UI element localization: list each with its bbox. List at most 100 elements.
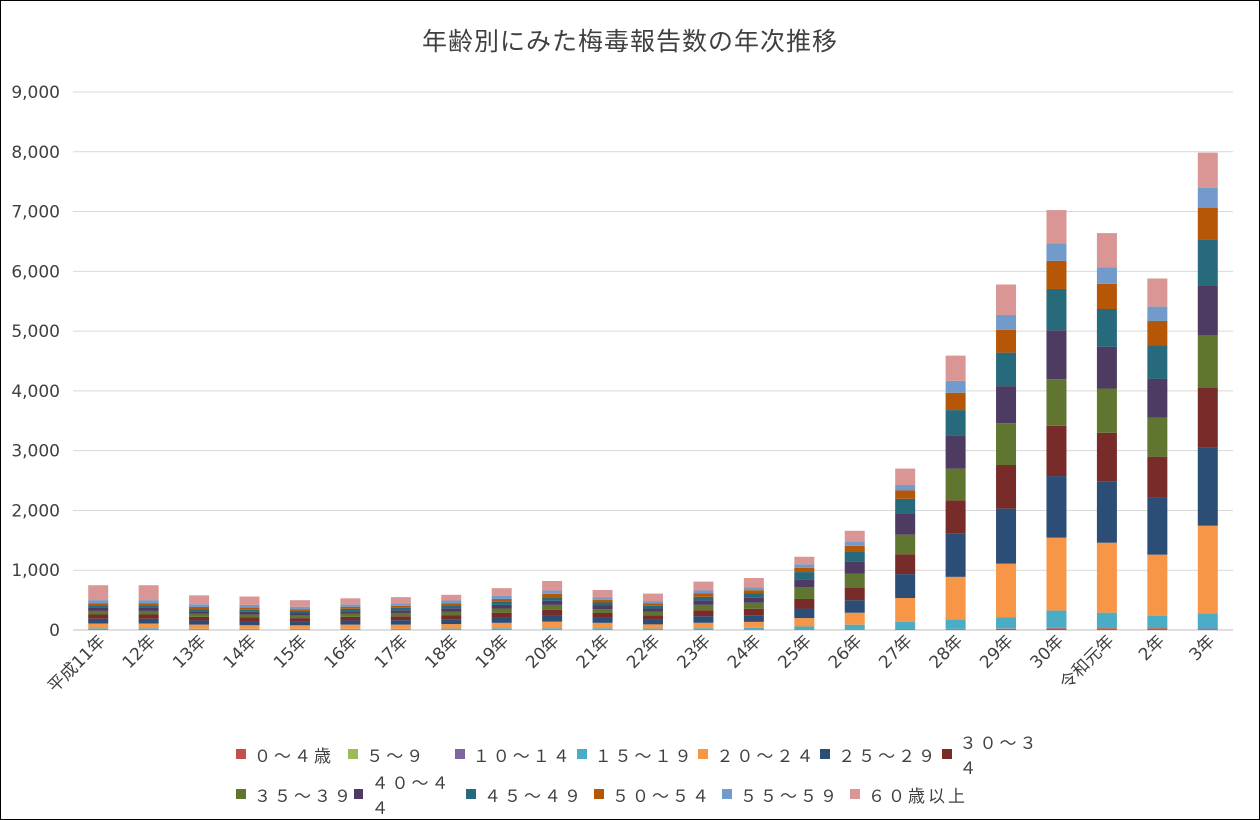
bar-segment [743,627,764,630]
bar-segment [189,611,210,614]
y-tick-label: 2,000 [11,501,60,521]
gridlines [73,91,1233,631]
bar-segment [794,618,815,627]
bar-segment [592,589,613,598]
bar-segment [138,628,159,630]
legend-label: ３５～３９ [254,786,354,807]
bar-segment [895,513,916,535]
bar-segment [390,616,411,621]
bar-segment [844,530,865,542]
legend-label: ４５～４９ [484,786,584,807]
bar-segment [592,597,613,600]
bar-segment [542,604,563,610]
bar-segment [693,593,714,597]
bar-segment [340,598,361,605]
bar-segment [592,612,613,618]
x-tick-label: 20年 [522,631,563,672]
bar-segment [542,597,563,601]
bar-segment [844,573,865,588]
bar-segment [1197,207,1218,240]
x-tick-label: 19年 [472,631,513,672]
bar-segment [441,624,462,629]
bar-segment [390,620,411,625]
bar-segment [1147,615,1168,628]
bar-segment [1197,613,1218,629]
bar-segment [189,609,210,612]
legend-label: ５５～５９ [740,786,840,807]
bar-segment [945,380,966,393]
bar-segment [390,597,411,604]
bar-segment [189,604,210,607]
bar-segment [743,608,764,616]
legend-row-2: ３５～３９ ４０～４４ ４５～４９ ５０～５４ ５５～５９ ６０歳以上 [236,774,1056,819]
x-tick-label: 令和元年 [1056,631,1118,693]
bar-segment [1096,308,1117,347]
legend-item: ４０～４４ [354,769,466,819]
bar-segment [1096,346,1117,389]
legend-item: ３５～３９ [236,782,354,807]
bar-segment [693,616,714,623]
bar-segment [945,619,966,629]
bar-segment [592,628,613,630]
bar-segment [542,628,563,630]
bar-segment [239,614,260,618]
bar-segment [945,576,966,620]
bar-segment [239,611,260,615]
bar-segment [239,625,260,629]
bar-segment [844,551,865,562]
x-tick-label: 22年 [623,631,664,672]
bar-segment [996,508,1017,564]
bar-segment [1096,432,1117,482]
bar-segment [138,605,159,608]
bar-segment [239,617,260,622]
bar-segment [1197,447,1218,526]
bar-segment [289,609,310,611]
bar-segment [1046,476,1067,538]
bar-segment [239,609,260,612]
bar-segment [88,603,109,606]
bar-segment [693,604,714,611]
bar-segment [1147,417,1168,457]
bar-segment [189,620,210,625]
bar-segment [1147,320,1168,346]
bar-segment [491,608,512,613]
bar-segment [340,620,361,625]
bar-segment [491,598,512,602]
bar-segment [289,625,310,629]
legend-swatch [698,749,709,759]
bar-segment [239,628,260,630]
bar-segment [592,609,613,613]
bar-segment [844,600,865,613]
legend-item: ２０～２４ [698,742,820,767]
bar-segment [138,600,159,604]
bar-segment [794,556,815,565]
bar-segment [88,618,109,624]
bar-segment [542,593,563,598]
x-tick-label: 23年 [674,631,715,672]
legend-item: １０～１４ [454,742,577,767]
bar-segment [895,498,916,514]
bar-segment [1096,542,1117,613]
bar-segment [441,603,462,606]
bar-segment [542,615,563,622]
bar-segment [643,624,663,629]
x-tick-label: 17年 [371,631,412,672]
legend-row-1: ０～４歳 ５～９ １０～１４ １５～１９ ２０～２４ ２５～２９ ３０～３４ [236,734,1056,779]
bar-segment [542,580,563,591]
bar-segment [996,352,1017,387]
bar-segment [340,604,361,607]
legend-swatch [348,749,359,759]
bar-segment [844,612,865,625]
bar-segment [794,567,815,573]
bar-segment [138,603,159,606]
bar-segment [945,392,966,411]
bar-segment [88,628,109,630]
legend-swatch [722,789,732,799]
x-tick-label: 平成11年 [44,631,110,697]
bar-segment [390,603,411,606]
bar-segment [794,579,815,588]
bar-segment [895,554,916,575]
x-tick-label: 13年 [169,631,210,672]
bar-segment [239,596,260,605]
y-tick-label: 8,000 [11,143,60,163]
